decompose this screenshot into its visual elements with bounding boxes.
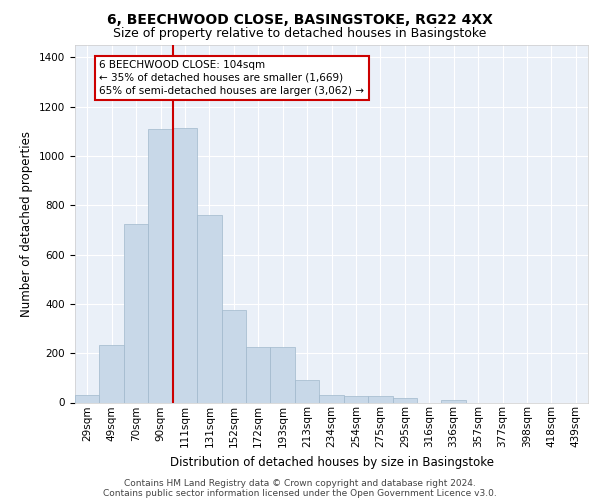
Bar (124, 224, 148, 402)
Bar (344, 396, 368, 402)
Bar (319, 395, 344, 402)
Bar (75, 395, 100, 402)
Bar (221, 310, 246, 402)
Bar (148, 129, 173, 402)
Bar (442, 400, 466, 402)
Y-axis label: Number of detached properties: Number of detached properties (20, 130, 34, 317)
Text: Contains HM Land Registry data © Crown copyright and database right 2024.: Contains HM Land Registry data © Crown c… (124, 478, 476, 488)
Text: 6, BEECHWOOD CLOSE, BASINGSTOKE, RG22 4XX: 6, BEECHWOOD CLOSE, BASINGSTOKE, RG22 4X… (107, 12, 493, 26)
Bar (100, 344, 124, 403)
Bar (197, 215, 221, 402)
Text: 6 BEECHWOOD CLOSE: 104sqm
← 35% of detached houses are smaller (1,669)
65% of se: 6 BEECHWOOD CLOSE: 104sqm ← 35% of detac… (100, 60, 364, 96)
Bar (271, 347, 295, 403)
Bar (368, 396, 392, 402)
Text: Contains public sector information licensed under the Open Government Licence v3: Contains public sector information licen… (103, 488, 497, 498)
Bar (295, 380, 319, 402)
X-axis label: Distribution of detached houses by size in Basingstoke: Distribution of detached houses by size … (170, 456, 493, 468)
Bar (173, 128, 197, 402)
Bar (392, 398, 417, 402)
Bar (246, 347, 271, 403)
Text: Size of property relative to detached houses in Basingstoke: Size of property relative to detached ho… (113, 28, 487, 40)
